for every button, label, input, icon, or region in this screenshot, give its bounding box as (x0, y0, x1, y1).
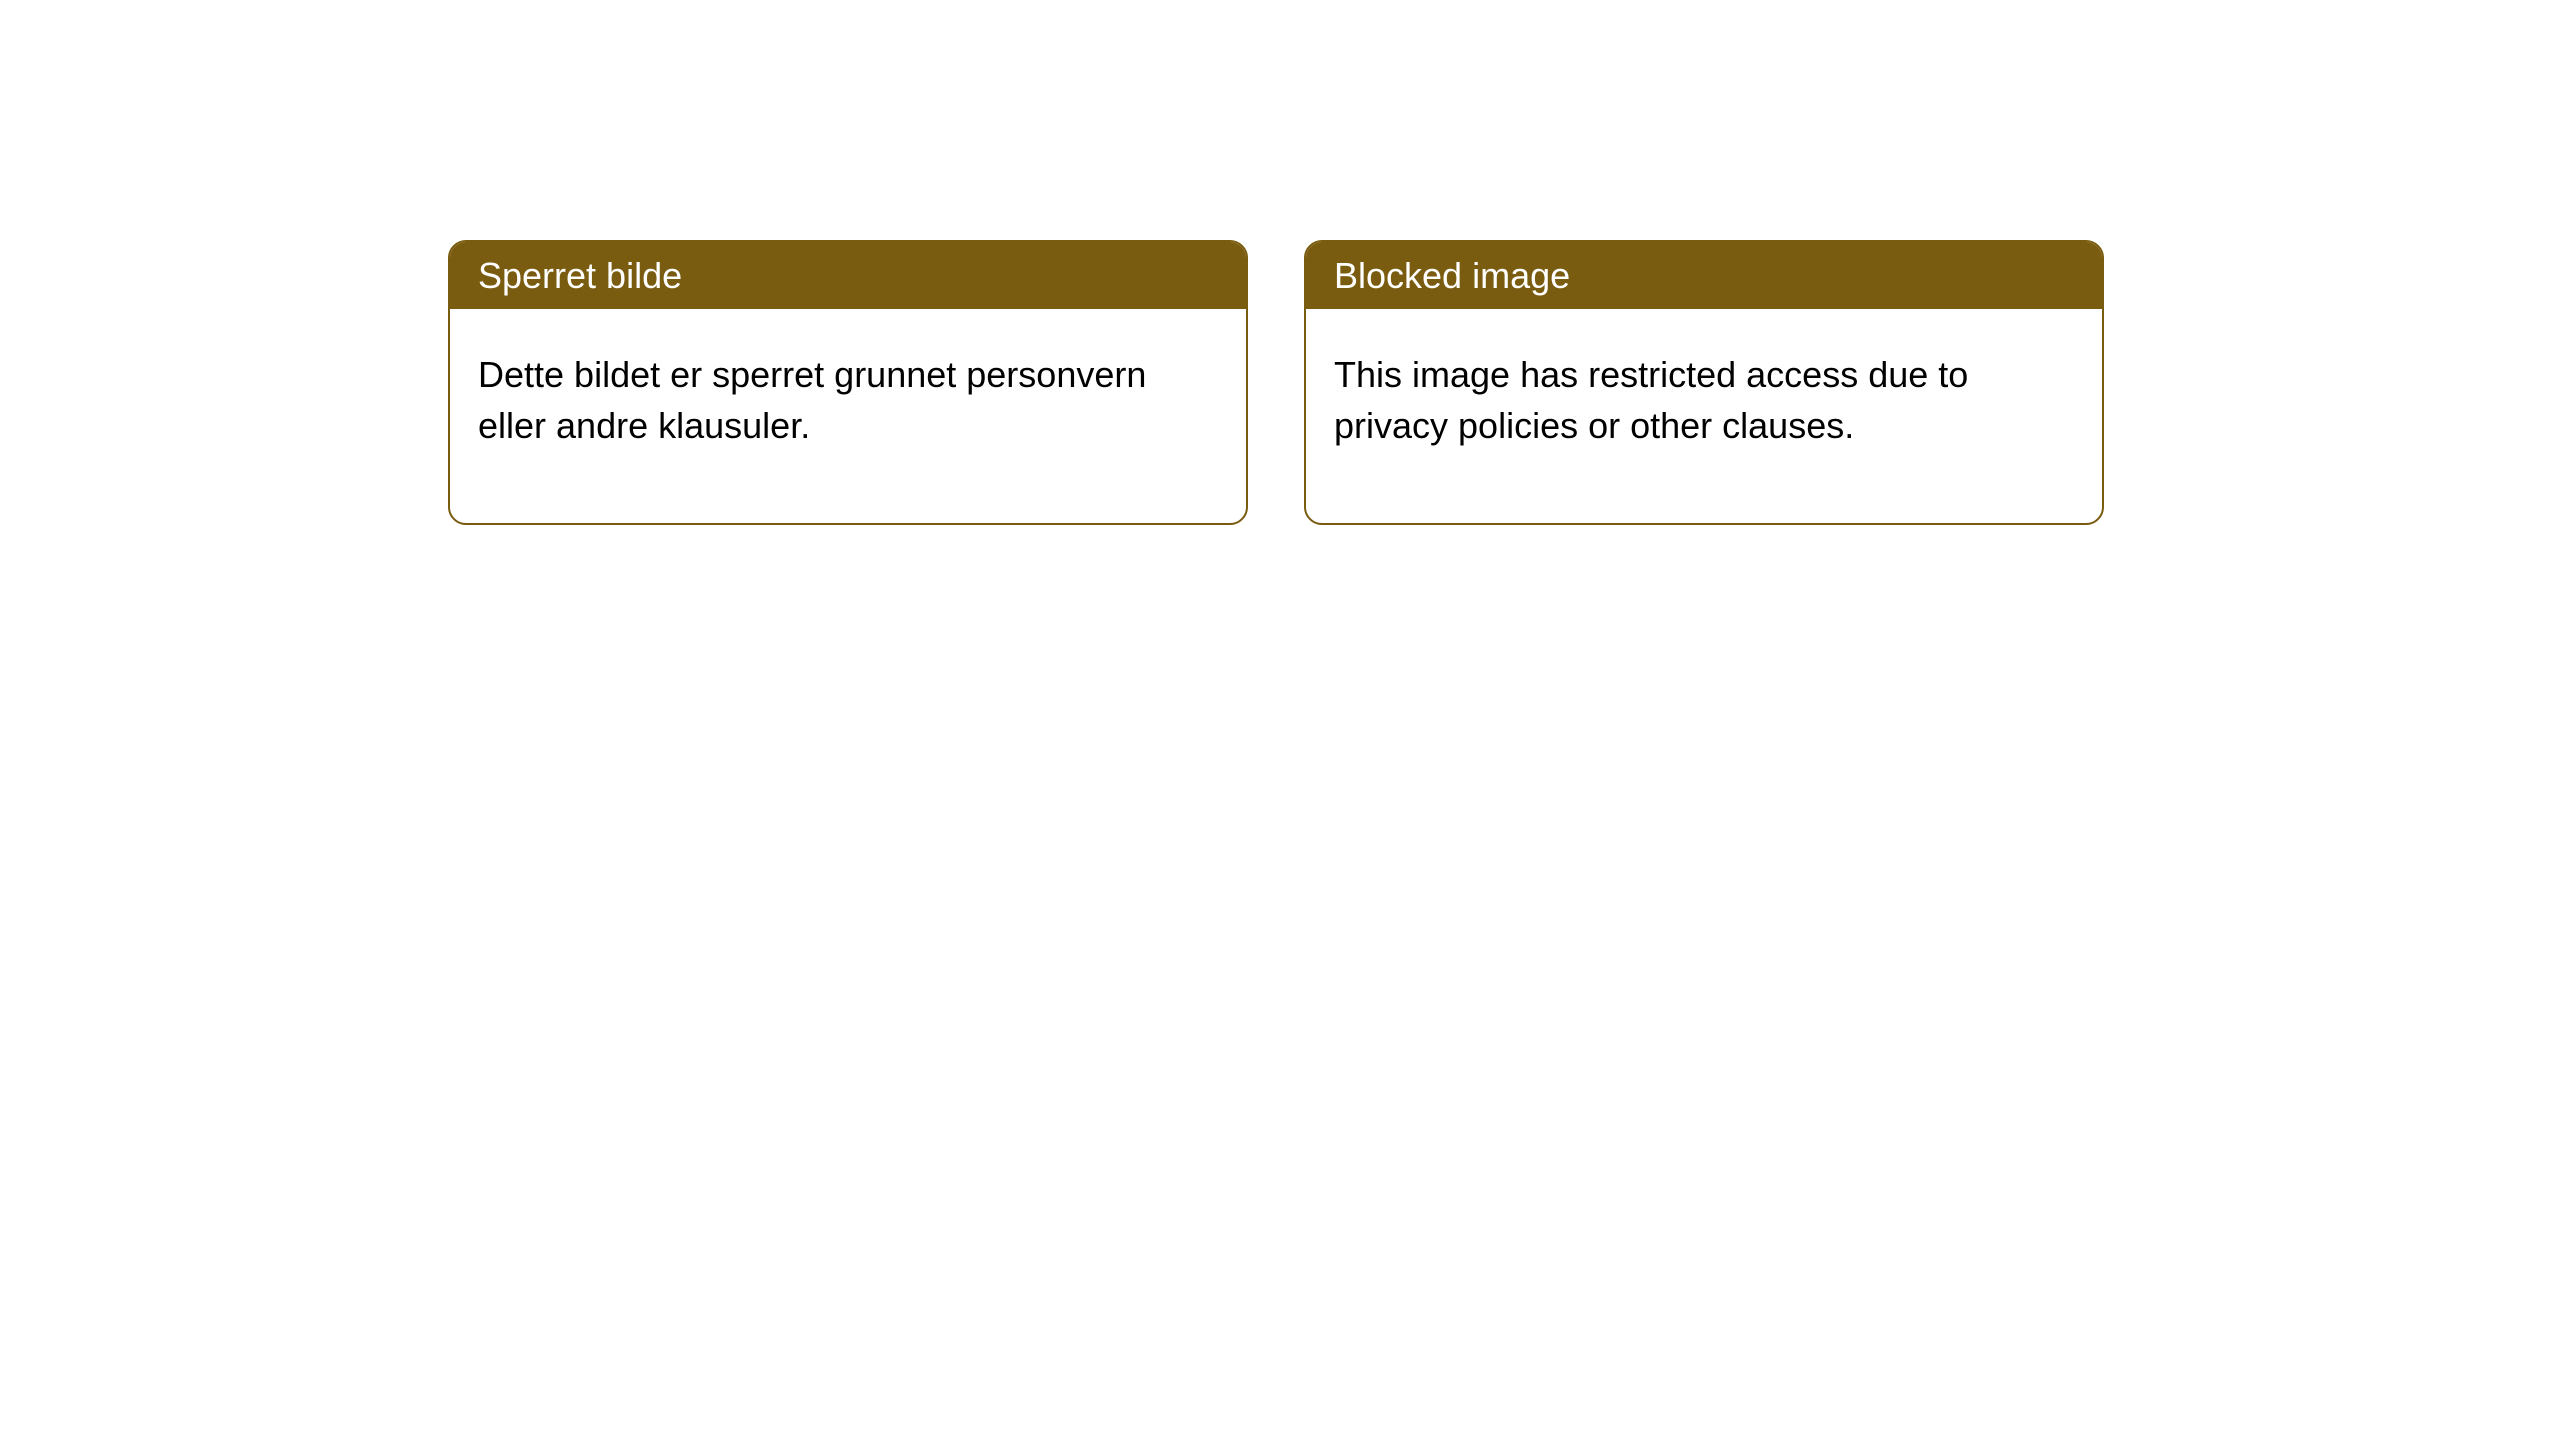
card-body: This image has restricted access due to … (1306, 309, 2102, 523)
card-body: Dette bildet er sperret grunnet personve… (450, 309, 1246, 523)
notice-card-english: Blocked image This image has restricted … (1304, 240, 2104, 525)
card-title: Sperret bilde (478, 255, 682, 296)
notice-cards-container: Sperret bilde Dette bildet er sperret gr… (0, 0, 2560, 525)
notice-card-norwegian: Sperret bilde Dette bildet er sperret gr… (448, 240, 1248, 525)
card-header: Blocked image (1306, 242, 2102, 309)
card-header: Sperret bilde (450, 242, 1246, 309)
card-body-text: Dette bildet er sperret grunnet personve… (478, 354, 1146, 446)
card-title: Blocked image (1334, 255, 1570, 296)
card-body-text: This image has restricted access due to … (1334, 354, 1968, 446)
